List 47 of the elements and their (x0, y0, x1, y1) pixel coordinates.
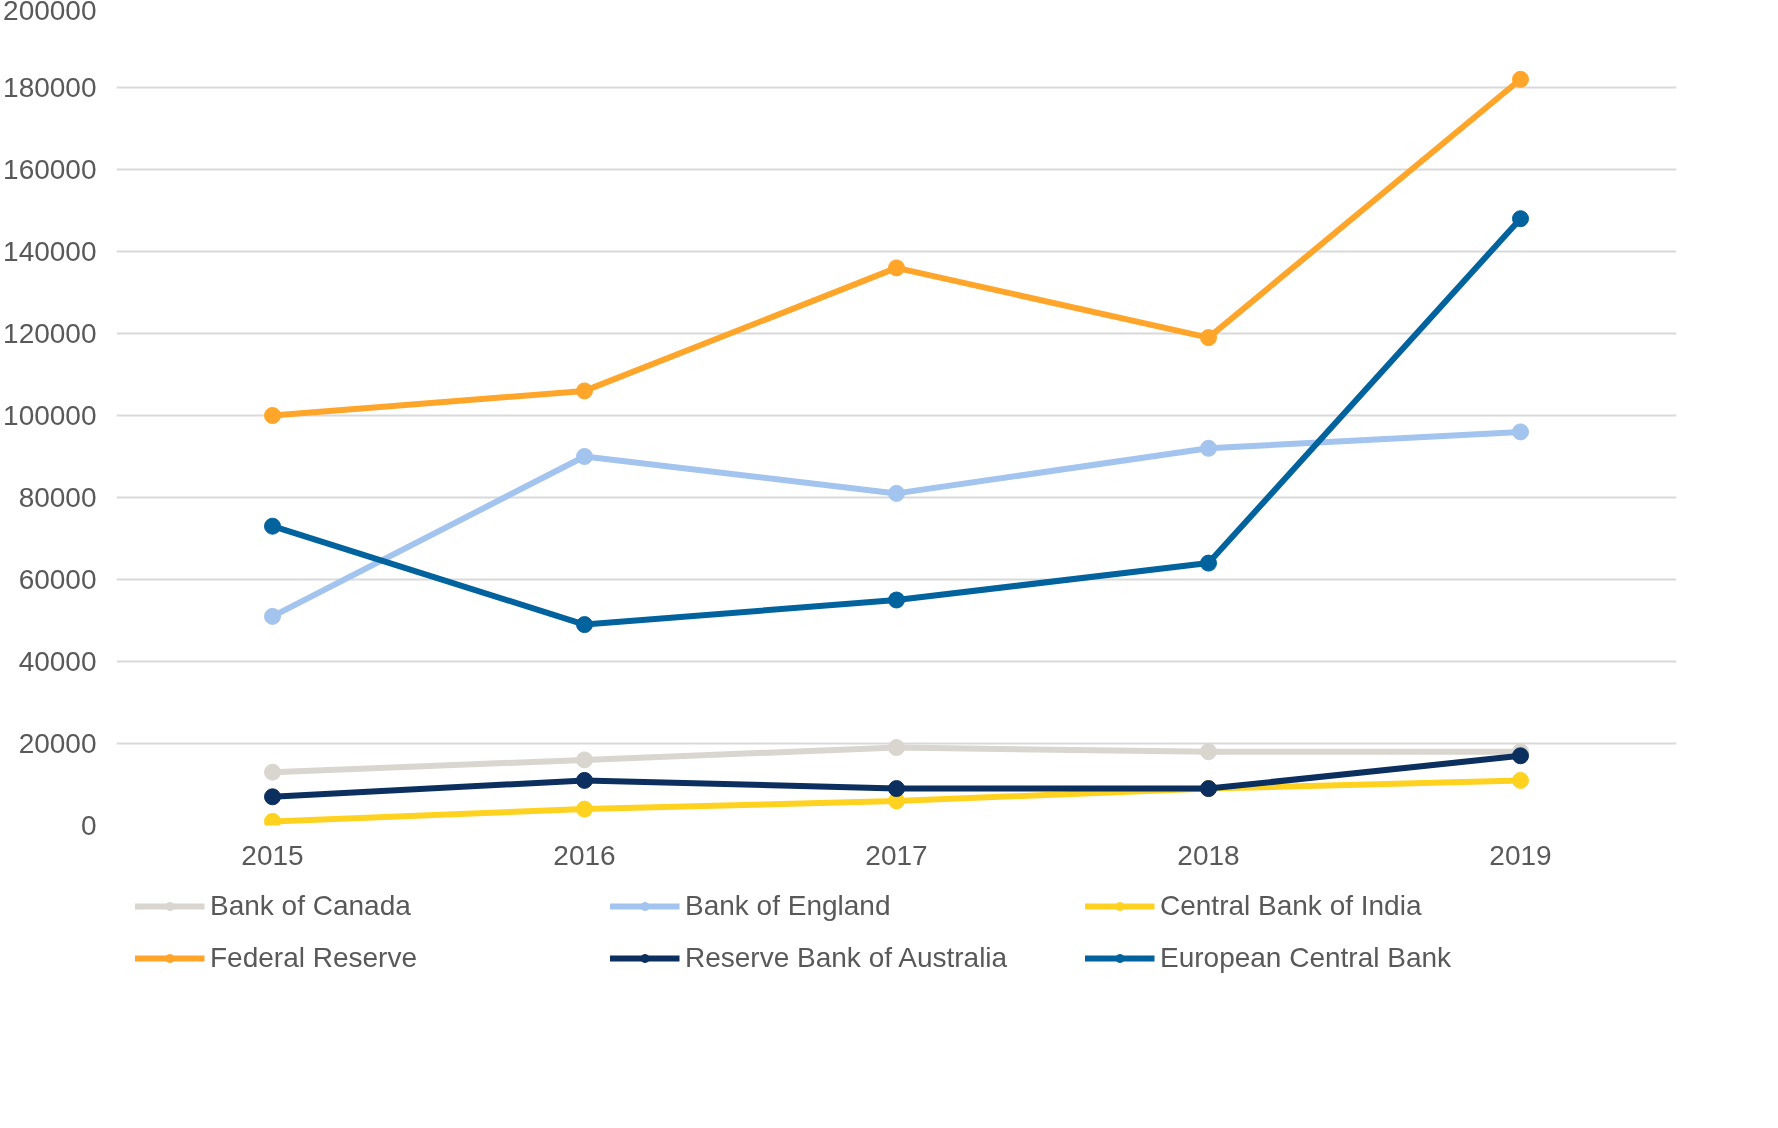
legend-label: Federal Reserve (209, 942, 418, 974)
y-tick-label: 80000 (18, 482, 97, 513)
y-tick-label: 40000 (18, 646, 97, 677)
legend-label: European Central Bank (1159, 942, 1453, 974)
legend-label: Bank of Canada (209, 890, 412, 922)
x-tick-label: 2018 (1177, 839, 1240, 871)
point (264, 517, 281, 535)
point (576, 771, 593, 789)
point (1200, 554, 1217, 572)
y-tick-label: 180000 (3, 72, 97, 103)
point (1512, 747, 1529, 765)
y-tick-label: 20000 (18, 728, 97, 759)
point (264, 763, 281, 781)
point (1512, 70, 1529, 88)
y-tick-label: 140000 (3, 236, 97, 267)
legend-label: Bank of England (684, 890, 892, 922)
point (264, 607, 281, 625)
y-tick-label: 100000 (3, 400, 97, 431)
point (264, 788, 281, 806)
point (576, 800, 593, 818)
point (264, 407, 281, 424)
x-tick-label: 2015 (241, 839, 304, 871)
legend-label: Reserve Bank of Australia (684, 942, 1009, 974)
point (888, 484, 905, 502)
point (888, 591, 905, 609)
point (1200, 439, 1217, 457)
point (888, 739, 905, 757)
y-tick-label: 0 (80, 810, 97, 841)
point (576, 382, 593, 400)
point (1200, 743, 1217, 761)
y-tick-label: 200000 (3, 0, 97, 26)
point (888, 259, 905, 277)
point (1200, 329, 1217, 347)
point (576, 616, 593, 634)
point (576, 751, 593, 769)
y-tick-label: 160000 (3, 154, 97, 185)
x-tick-label: 2017 (865, 839, 928, 871)
point (576, 448, 593, 465)
point (1512, 771, 1529, 789)
point (1512, 210, 1529, 228)
legend-label: Central Bank of India (1159, 890, 1423, 922)
point (888, 780, 905, 798)
y-tick-label: 60000 (18, 564, 97, 595)
x-tick-label: 2016 (553, 839, 616, 871)
point (1512, 423, 1529, 441)
y-tick-label: 120000 (3, 318, 97, 349)
x-tick-label: 2019 (1489, 839, 1552, 871)
